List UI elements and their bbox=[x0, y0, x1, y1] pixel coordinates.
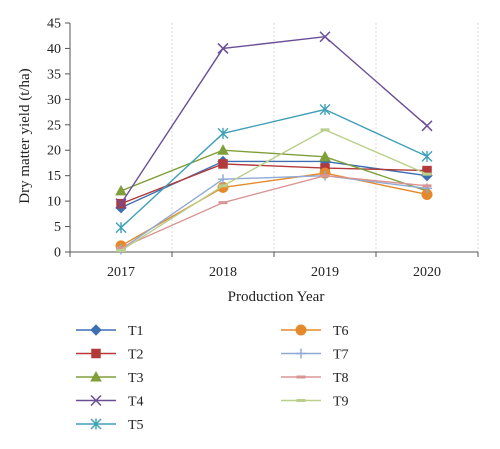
x-tick-labels: 2017 2018 2019 2020 bbox=[69, 252, 479, 280]
series-t8 bbox=[116, 174, 432, 250]
legend-marker bbox=[295, 324, 307, 336]
series-t9 bbox=[116, 128, 432, 252]
series-lines bbox=[115, 31, 433, 255]
x-tick-label: 2017 bbox=[107, 265, 135, 280]
y-tick-label: 30 bbox=[47, 93, 61, 108]
legend-marker bbox=[90, 418, 102, 430]
data-point bbox=[319, 150, 331, 162]
series-t6 bbox=[115, 167, 433, 252]
data-point bbox=[320, 128, 330, 132]
data-point bbox=[319, 104, 331, 116]
legend-label: T4 bbox=[128, 395, 144, 410]
data-point bbox=[217, 42, 229, 54]
data-point bbox=[319, 31, 331, 43]
y-tick-label: 5 bbox=[54, 220, 61, 235]
legend-item-t5: T5 bbox=[76, 418, 144, 433]
legend-label: T6 bbox=[333, 324, 349, 339]
data-point bbox=[320, 174, 330, 178]
y-tick-label: 40 bbox=[47, 42, 61, 57]
legend-item-t3: T3 bbox=[76, 370, 144, 386]
legend-marker bbox=[90, 324, 102, 336]
legend-label: T3 bbox=[128, 371, 144, 386]
series-t4 bbox=[115, 31, 433, 210]
x-tick-label: 2020 bbox=[413, 265, 441, 280]
legend-label: T8 bbox=[333, 371, 349, 386]
x-tick-label: 2019 bbox=[311, 265, 339, 280]
y-tick-label: 25 bbox=[47, 118, 61, 133]
series-line bbox=[120, 174, 428, 251]
legend-marker bbox=[91, 348, 101, 359]
legend-label: T5 bbox=[128, 418, 144, 433]
series-line bbox=[120, 36, 428, 205]
data-point bbox=[218, 159, 228, 169]
series-line bbox=[120, 160, 428, 209]
legend-item-t7: T7 bbox=[281, 348, 349, 363]
legend-item-t2: T2 bbox=[76, 348, 144, 363]
legend-label: T7 bbox=[333, 348, 349, 363]
data-point bbox=[218, 201, 228, 205]
x-axis-title: Production Year bbox=[228, 289, 325, 305]
y-tick-label: 15 bbox=[47, 169, 61, 184]
data-point bbox=[115, 198, 127, 210]
legend-item-t6: T6 bbox=[281, 324, 349, 339]
series-line bbox=[120, 174, 428, 249]
data-point bbox=[218, 174, 228, 185]
data-point bbox=[217, 127, 229, 139]
data-point bbox=[115, 222, 127, 234]
legend-marker bbox=[296, 348, 306, 359]
legend-item-t1: T1 bbox=[76, 324, 144, 339]
legend-marker bbox=[90, 394, 102, 407]
data-point bbox=[116, 246, 126, 250]
x-tick-label: 2018 bbox=[209, 265, 237, 280]
y-tick-labels: 0 5 10 15 20 25 30 35 40 45 bbox=[47, 17, 70, 261]
data-point bbox=[422, 184, 432, 188]
y-tick-label: 0 bbox=[54, 246, 61, 261]
series-line bbox=[120, 172, 428, 247]
legend-label: T2 bbox=[128, 348, 144, 363]
data-point bbox=[218, 184, 228, 188]
y-tick-label: 45 bbox=[47, 17, 61, 32]
series-line bbox=[120, 163, 428, 205]
legend-label: T1 bbox=[128, 324, 144, 339]
legend-item-t8: T8 bbox=[281, 371, 349, 386]
y-tick-label: 35 bbox=[47, 67, 61, 82]
y-tick-label: 10 bbox=[47, 195, 61, 210]
y-tick-label: 20 bbox=[47, 144, 61, 159]
data-point bbox=[421, 120, 433, 132]
legend-label: T9 bbox=[333, 395, 349, 410]
y-axis-title: Dry matter yield (t/ha) bbox=[17, 68, 33, 203]
legend-item-t4: T4 bbox=[76, 395, 144, 410]
data-point bbox=[115, 184, 127, 196]
series-line bbox=[120, 129, 428, 252]
series-line bbox=[120, 108, 428, 229]
legend-item-t9: T9 bbox=[281, 395, 349, 410]
legend-marker bbox=[296, 399, 306, 402]
data-point bbox=[217, 144, 229, 155]
data-point bbox=[116, 248, 126, 252]
data-point bbox=[422, 172, 432, 176]
series-line bbox=[120, 149, 428, 192]
legend-marker bbox=[296, 375, 306, 379]
legend: T1 T2 T3 T4 T5 T6 T7 T8 T9 bbox=[76, 324, 349, 433]
data-point bbox=[421, 150, 433, 162]
series-t5 bbox=[115, 104, 433, 234]
legend-marker bbox=[90, 370, 102, 382]
